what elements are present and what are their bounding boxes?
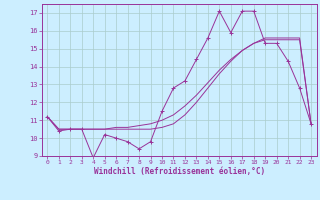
X-axis label: Windchill (Refroidissement éolien,°C): Windchill (Refroidissement éolien,°C) — [94, 167, 265, 176]
